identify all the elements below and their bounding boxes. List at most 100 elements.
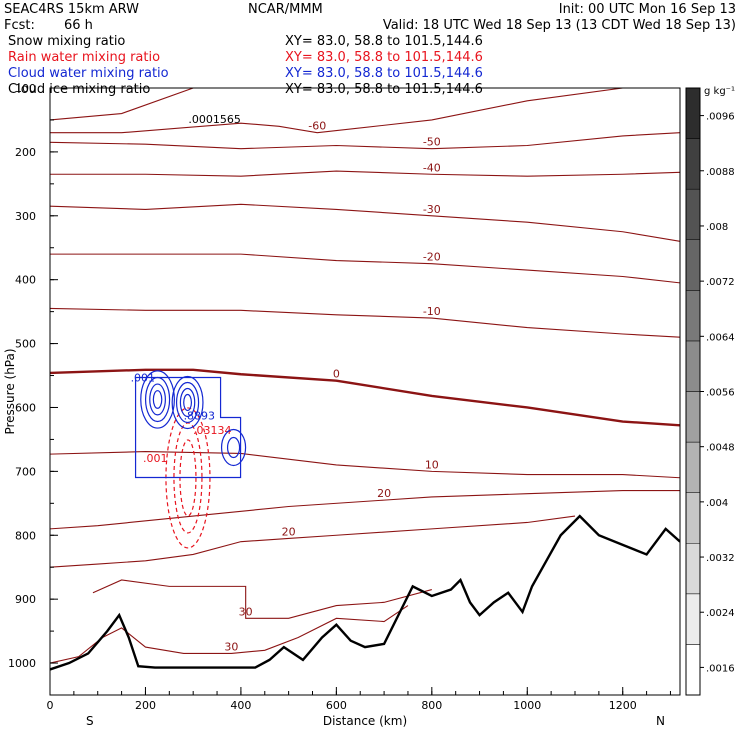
colorbar-bin [685,188,701,241]
plot-frame [49,87,681,696]
isotherm-label: -30 [423,203,441,216]
legend-xy: XY= 83.0, 58.8 to 101.5,144.6 [285,34,483,49]
isotherm-line [50,368,680,427]
rain-water-min-label: .001 [143,452,168,465]
colorbar-bin [685,87,701,139]
x-tick-label: 200 [135,699,156,712]
cloud-water-contour [171,375,204,430]
colorbar-tick-label: .0096 [706,112,735,123]
rain-water-max-label: .03134 [193,424,232,437]
y-tick-label: 400 [15,274,36,287]
cloud-water-max-label: .8893 [184,409,216,422]
isotherm-label: -40 [423,161,441,174]
y-tick-label: 1000 [8,657,36,670]
y-tick-label: 300 [15,210,36,223]
x-tick-label: 1000 [513,699,541,712]
colorbar-tick-label: .0048 [706,443,735,454]
colorbar-tick-label: .0088 [706,167,735,178]
cloud-water-contour [183,393,193,412]
colorbar-bin [685,239,701,291]
isotherm-label: 30 [224,640,238,653]
x-tick-label: 800 [421,699,442,712]
cloud-water-contour [152,390,163,409]
isotherm-label: -60 [308,120,326,133]
isotherm-line [50,88,628,134]
legend-entry: Snow mixing ratio [8,34,125,49]
legend: Snow mixing ratio XY= 83.0, 58.8 to 101.5… [8,34,483,97]
valid-time: Valid: 18 UTC Wed 18 Sep 13 (13 CDT Wed … [383,18,736,33]
y-tick-label: 900 [15,593,36,606]
colorbar-tick-label: .0032 [706,553,735,564]
y-tick-label: 100 [15,82,36,95]
y-tick-label: 500 [15,338,36,351]
isotherm-label: 30 [239,605,253,618]
isotherm-line [50,253,680,284]
cloud-water-contour [134,376,242,479]
colorbar-tick-label: .0016 [706,663,735,674]
colorbar-bin [685,644,701,696]
center-name: NCAR/MMM [248,2,323,17]
legend-xy: XY= 83.0, 58.8 to 101.5,144.6 [285,66,483,81]
isotherm-line [50,489,680,530]
isotherm-line [50,515,576,568]
legend-xy: XY= 83.0, 58.8 to 101.5,144.6 [285,82,483,97]
colorbar: .0096 .0088 .008 .0072 .0064 .0056 .0048 .004 .0… [685,86,735,696]
isotherm-label: 20 [282,525,296,538]
cloud-water-contour [149,383,166,416]
header: SEAC4RS 15km ARW NCAR/MMM Init: 00 UTC M… [4,2,736,33]
isotherm-label: -10 [423,305,441,318]
colorbar-bin [685,492,701,544]
axes: 0 200 400 600 800 1000 12001002003004005006007… [3,82,681,728]
south-label: S [86,714,94,728]
plot-area: -70-60-50-40-30-20-1001020203030.03134.0… [50,88,680,671]
isotherm-line [50,203,680,242]
colorbar-bin [685,441,701,493]
colorbar-tick-label: .004 [706,498,728,509]
isotherm-label: -50 [423,136,441,149]
cloud-water-contour [220,428,247,467]
cloud-water-contour [144,376,171,423]
colorbar-bin [685,593,701,645]
legend-xy: XY= 83.0, 58.8 to 101.5,144.6 [285,50,483,65]
cloud-water-contour [175,381,200,424]
x-tick-label: 600 [326,699,347,712]
cloud-water-contour [140,370,175,429]
colorbar-tick-label: .0072 [706,277,735,288]
colorbar-tick-label: .0024 [706,608,735,619]
terrain-line [50,514,680,671]
init-time: Init: 00 UTC Mon 16 Sep 13 [559,2,736,17]
isotherm-line [50,307,680,338]
fcst-label: Fcst: [4,18,35,33]
isotherm-line [50,132,680,150]
legend-entry: Cloud ice mixing ratio [8,82,150,97]
colorbar-bin [685,391,701,443]
isotherm-label: 10 [425,458,439,471]
colorbar-unit: g kg⁻¹ [704,86,735,97]
isotherm-line [50,88,248,121]
colorbar-bin [685,340,701,392]
snow-max-label: .0001565 [188,113,241,126]
isotherm-label: 20 [377,487,391,500]
cloud-water-min-label: .001 [131,371,156,384]
y-tick-label: 700 [15,465,36,478]
isotherm-line [50,170,680,177]
colorbar-bin [685,290,701,342]
x-tick-label: 400 [230,699,251,712]
plot-clip: -70-60-50-40-30-20-1001020203030.03134.0… [50,88,680,671]
model-title: SEAC4RS 15km ARW [4,2,139,17]
isotherm-line [50,451,680,479]
legend-entry: Rain water mixing ratio [8,50,160,65]
y-tick-label: 800 [15,529,36,542]
y-tick-label: 600 [15,401,36,414]
cloud-water-contour [179,387,196,418]
x-tick-label: 1200 [609,699,637,712]
isotherm-label: 0 [333,368,340,381]
isotherm-label: -20 [423,251,441,264]
colorbar-tick-label: .0064 [706,332,735,343]
y-axis-label: Pressure (hPa) [3,348,17,434]
isotherm-line [92,579,432,619]
colorbar-bin [685,138,701,190]
fcst-value: 66 h [64,18,93,33]
x-axis-label: Distance (km) [323,714,407,728]
